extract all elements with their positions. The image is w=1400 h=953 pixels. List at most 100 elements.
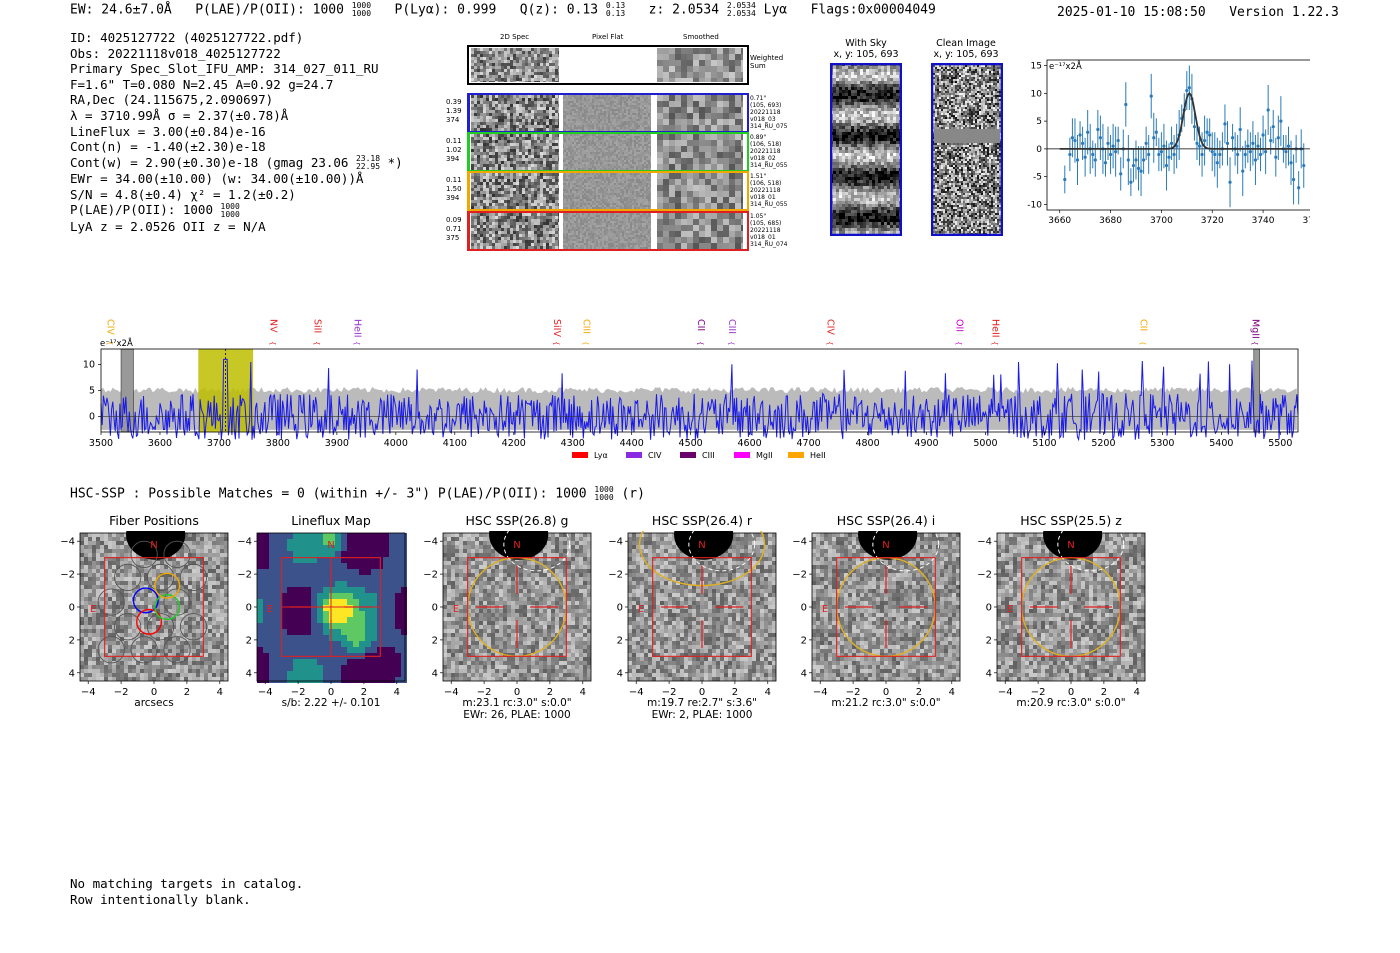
- hsc-xtick-label: −2: [662, 687, 677, 698]
- cutout-row-2-meta: 0.89" (106, 518) 20221118 v018_02 314_RU_055: [750, 134, 788, 169]
- cutout-row-2-stats: 0.11 1.02 394: [446, 137, 462, 163]
- zoom-data-point: [1269, 138, 1273, 143]
- spectrum-line-marker-label: CIII: [580, 319, 591, 334]
- hsc-ytick-label: −2: [977, 570, 992, 581]
- header-z: z: 2.0534: [648, 2, 720, 18]
- zoom-data-point: [1169, 141, 1174, 145]
- hsc-xtick-label: −4: [629, 687, 644, 698]
- spectrum-masked-region: [1253, 348, 1260, 433]
- hsc-xtick-label: −4: [813, 687, 828, 698]
- hsc-ytick-label: 2: [246, 635, 252, 646]
- spectrum-xtick-label: 4300: [561, 438, 585, 449]
- with-sky-title: With Sky x, y: 105, 693: [833, 38, 899, 60]
- fiber-circle: [163, 636, 191, 664]
- hsc-ytick-label: −2: [423, 570, 438, 581]
- info-redshift: LyA z = 2.0526 OII z = N/A: [70, 218, 266, 234]
- hsc-xtick-label: 2: [732, 687, 738, 698]
- zoom-data-point: [1141, 158, 1146, 162]
- spectrum-xtick-label: 4400: [620, 438, 644, 449]
- detection-info: ID: 4025127722 (4025127722.pdf) Obs: 202…: [70, 30, 403, 235]
- hsc-ytick-label: −2: [792, 570, 807, 581]
- hsc-panel-image-3: N E −4 4 −2 2 0 0 2 −2 4 −4: [423, 531, 592, 698]
- hsc-plae-range: 1000 1000: [594, 485, 614, 502]
- zoom-data-point: [1246, 144, 1250, 148]
- zoom-data-point: [1078, 133, 1082, 137]
- hsc-ytick-label: 0: [801, 603, 807, 614]
- zoom-data-point: [1149, 94, 1153, 98]
- header-plae: P(LAE)/P(OII): 1000: [195, 2, 344, 18]
- weighted-sum-label: Weighted Sum: [750, 54, 784, 70]
- east-label: E: [453, 604, 459, 615]
- spectrum-legend-swatch: [680, 452, 696, 458]
- hsc-ytick-label: 0: [246, 603, 252, 614]
- hsc-xtick-label: 2: [547, 687, 553, 698]
- zoom-data-point: [1070, 136, 1075, 140]
- zoom-data-point: [1096, 127, 1100, 132]
- zoom-data-point: [1258, 152, 1263, 157]
- spectrum-line-marker-label: OII: [954, 319, 965, 332]
- fiber-circle: [130, 540, 158, 568]
- spectrum-ytick-label: 5: [89, 386, 95, 397]
- spectrum-line-marker-label: CIV: [105, 319, 116, 335]
- hsc-panel-title-1: Fiber Positions: [109, 513, 199, 528]
- cutout-row-1-stats: 0.39 1.39 374: [446, 98, 462, 124]
- zoom-data-point: [1093, 158, 1097, 162]
- hsc-summary: HSC-SSP : Possible Matches = 0 (within +…: [70, 486, 645, 502]
- hsc-ytick-label: 0: [69, 603, 75, 614]
- hsc-ytick-label: −4: [60, 537, 75, 548]
- zoom-data-point: [1083, 155, 1087, 159]
- hsc-search-box: [1021, 557, 1121, 657]
- zoom-data-point: [1154, 130, 1158, 134]
- info-snr: S/N = 4.8(±0.4) χ² = 1.2(±0.2): [70, 186, 296, 202]
- hsc-xtick-label: −4: [258, 687, 273, 698]
- zoom-data-point: [1116, 138, 1120, 143]
- cutout-row-3: [467, 171, 749, 211]
- hsc-xtick-label: 0: [883, 687, 889, 698]
- spectrum-xtick-label: 5200: [1091, 438, 1115, 449]
- header-datetime-version: 2025-01-10 15:08:50 Version 1.22.3: [1057, 5, 1339, 20]
- spectrum-xtick-label: 5300: [1150, 438, 1174, 449]
- zoom-data-point: [1213, 152, 1217, 157]
- cutout-row-4: [467, 211, 749, 251]
- info-cont-n: Cont(n) = -1.40(±2.30)e-18: [70, 139, 266, 155]
- zoom-data-point: [1129, 180, 1133, 184]
- spectrum-line-marker-label: CII: [695, 319, 706, 331]
- zoom-data-point: [1297, 186, 1301, 190]
- spectrum-xtick-label: 3900: [325, 438, 349, 449]
- cutout-grid: [467, 45, 749, 251]
- hsc-ytick-label: −4: [608, 537, 623, 548]
- zoom-data-point: [1279, 119, 1283, 123]
- hsc-xtick-label: −4: [81, 687, 96, 698]
- spectrum-legend-label: Lyα: [594, 451, 608, 460]
- zoom-data-point: [1264, 150, 1268, 154]
- zoom-data-point: [1271, 125, 1275, 129]
- zoom-data-point: [1286, 144, 1291, 148]
- zoom-data-point: [1080, 141, 1085, 145]
- zoom-data-point: [1136, 166, 1141, 170]
- hsc-ytick-label: −2: [608, 570, 623, 581]
- zoom-data-point: [1124, 102, 1128, 107]
- north-label: N: [327, 540, 334, 551]
- spectrum-xtick-label: 4900: [914, 438, 938, 449]
- spectrum-line-marker-label: CII: [1138, 319, 1149, 331]
- hsc-xtick-label: 4: [949, 687, 955, 698]
- zoom-data-point: [1200, 152, 1204, 157]
- zoom-data-point: [1192, 125, 1197, 129]
- spectrum-line-marker-label: MgII: [1250, 319, 1261, 339]
- spectrum-xtick-label: 4000: [384, 438, 408, 449]
- hsc-dashed-ellipse: [503, 531, 571, 572]
- cutout-row-1-meta: 0.71" (105, 693) 20221118 v018_03 314_RU_075: [750, 95, 788, 130]
- hsc-ytick-label: 0: [432, 603, 438, 614]
- zoom-data-point: [1205, 130, 1209, 134]
- spectrum-legend-label: CIV: [648, 451, 662, 460]
- east-label: E: [638, 604, 644, 615]
- zoom-ytick-label: 10: [1031, 89, 1043, 99]
- hsc-xtick-label: 4: [765, 687, 771, 698]
- footer-notes: No matching targets in catalog. Row inte…: [70, 876, 303, 907]
- hsc-ytick-label: −2: [237, 570, 252, 581]
- zoom-data-point: [1276, 136, 1280, 140]
- hsc-xtick-label: −2: [291, 687, 306, 698]
- info-cont-w: Cont(w) = 2.90(±0.30)e-18 (gmag 23.06 23…: [70, 154, 403, 172]
- hsc-ytick-label: −4: [977, 537, 992, 548]
- hsc-ytick-label: 0: [986, 603, 992, 614]
